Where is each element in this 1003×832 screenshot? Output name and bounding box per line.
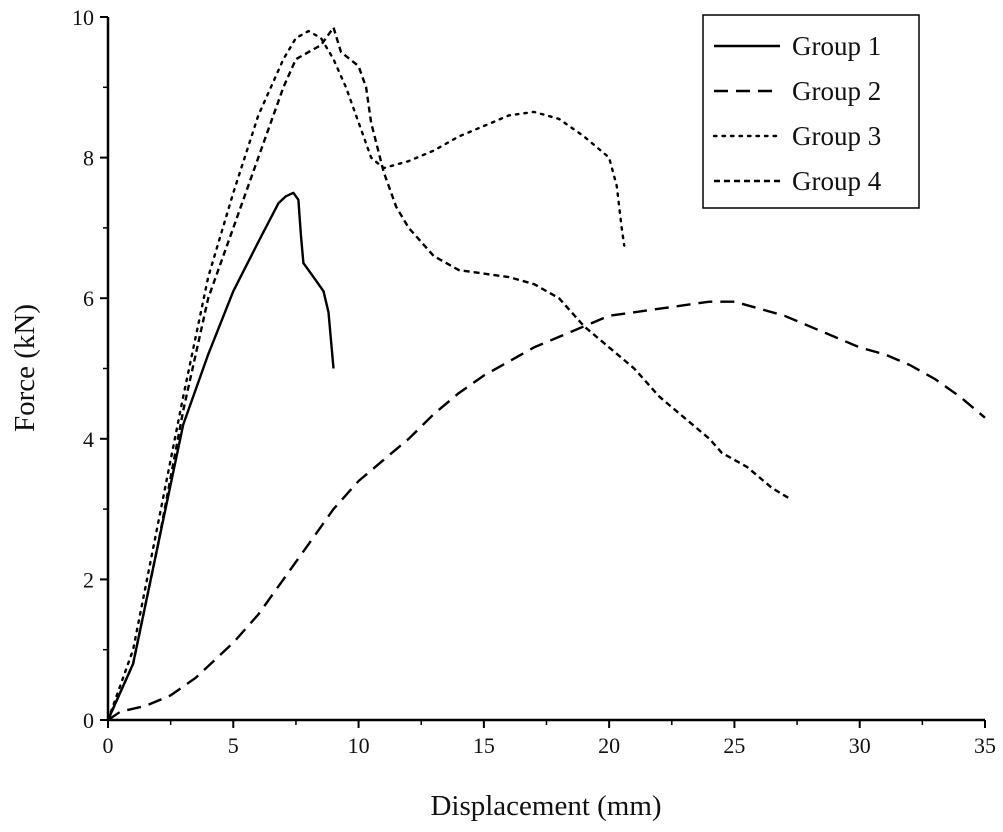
legend-label: Group 1 [792, 31, 881, 61]
y-tick-label: 4 [83, 427, 94, 452]
x-tick-label: 25 [723, 733, 745, 758]
legend-label: Group 4 [792, 166, 882, 196]
axes: 0 5 10 15 20 25 30 35 0 2 4 6 8 10 [72, 5, 996, 758]
x-tick-label: 35 [974, 733, 996, 758]
series-line-group-2 [107, 300, 986, 721]
series-line-group-3 [106, 29, 626, 722]
legend-label: Group 2 [792, 76, 881, 106]
legend-label: Group 3 [792, 121, 881, 151]
x-tick-label: 10 [348, 733, 370, 758]
x-tick-label: 30 [849, 733, 871, 758]
y-tick-label: 10 [72, 5, 94, 30]
series-line-group-4 [106, 26, 791, 721]
y-tick-label: 0 [83, 708, 94, 733]
y-tick-label: 2 [83, 567, 94, 592]
y-tick-label: 6 [83, 286, 94, 311]
y-axis-title: Force (kN) [9, 304, 41, 432]
x-tick-label: 20 [598, 733, 620, 758]
series-lines [106, 26, 986, 722]
legend: Group 1 Group 2 Group 3 Group 4 [702, 14, 920, 209]
series-line-group-1 [106, 191, 335, 721]
x-tick-label: 5 [228, 733, 239, 758]
x-tick-label: 0 [103, 733, 114, 758]
x-tick-label: 15 [473, 733, 495, 758]
y-tick-label: 8 [83, 146, 94, 171]
x-axis-title: Displacement (mm) [430, 790, 661, 822]
